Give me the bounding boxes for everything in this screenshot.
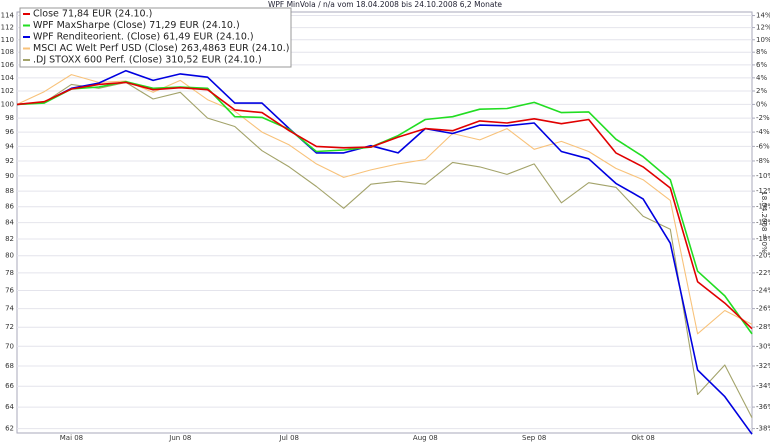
y-tick-label: 70: [5, 342, 14, 350]
y-tick-label: 94: [5, 142, 14, 150]
y2-tick-label: -38%: [756, 425, 770, 433]
y2-tick-label: -14%: [756, 203, 770, 211]
y-tick-label: 90: [5, 172, 14, 180]
y2-tick-label: -22%: [756, 269, 770, 277]
legend-box: [19, 7, 292, 68]
y2-tick-label: -20%: [756, 252, 770, 260]
legend-label: .DJ STOXX 600 Perf. (Close) 310,52 EUR (…: [33, 55, 262, 66]
y-tick-label: 92: [5, 157, 14, 165]
y-tick-label: 86: [5, 203, 14, 211]
y2-tick-label: -18%: [756, 235, 770, 243]
y2-tick-label: 4%: [756, 74, 767, 82]
y2-tick-label: -24%: [756, 287, 770, 295]
series-line: [16, 81, 753, 419]
y2-tick-label: -32%: [756, 362, 770, 370]
x-tick-label: Okt 08: [631, 434, 654, 442]
y2-tick-label: -8%: [756, 157, 770, 165]
chart-title: WPF MinVola / n/a vom 18.04.2008 bis 24.…: [268, 0, 502, 9]
y-tick-label: 88: [5, 187, 14, 195]
y2-tick-label: 12%: [756, 24, 770, 32]
x-tick-label: Mai 08: [60, 434, 83, 442]
y-tick-label: 74: [5, 305, 14, 313]
y-tick-label: 72: [5, 323, 14, 331]
y-tick-label: 82: [5, 235, 14, 243]
y2-tick-label: 6%: [756, 61, 767, 69]
x-tick-label: Jul 08: [278, 434, 299, 442]
y2-tick-label: -30%: [756, 342, 770, 350]
y2-tick-label: 14%: [756, 12, 770, 20]
y-tick-label: 110: [1, 36, 14, 44]
legend-label: MSCI AC Welt Perf USD (Close) 263,4863 E…: [33, 43, 289, 54]
y2-tick-label: -26%: [756, 305, 770, 313]
legend-label: WPF Renditeorient. (Close) 61,49 EUR (24…: [33, 32, 254, 43]
y2-tick-label: -10%: [756, 172, 770, 180]
x-tick-label: Aug 08: [413, 434, 438, 442]
y-tick-label: 78: [5, 269, 14, 277]
y-tick-label: 112: [1, 24, 14, 32]
legend: Close 71,84 EUR (24.10.)WPF MaxSharpe (C…: [19, 7, 292, 68]
y-tick-label: 108: [1, 48, 14, 56]
y2-tick-label: -28%: [756, 323, 770, 331]
y-tick-label: 62: [5, 425, 14, 433]
y-tick-label: 66: [5, 382, 14, 390]
y-tick-label: 114: [1, 12, 15, 20]
series-line: [16, 81, 753, 330]
y2-tick-label: 2%: [756, 87, 767, 95]
y2-tick-label: -2%: [756, 114, 770, 122]
legend-label: WPF MaxSharpe (Close) 71,29 EUR (24.10.): [33, 20, 240, 31]
y-tick-label: 102: [1, 87, 14, 95]
y-tick-label: 96: [5, 128, 14, 136]
series-line: [16, 69, 753, 435]
y-tick-label: 64: [5, 403, 14, 411]
y2-tick-label: -4%: [756, 128, 770, 136]
y2-tick-label: 8%: [756, 48, 767, 56]
legend-label: Close 71,84 EUR (24.10.): [33, 9, 152, 20]
y2-tick-label: 0%: [756, 100, 767, 108]
y2-tick-label: -6%: [756, 142, 770, 150]
y2-tick-label: -12%: [756, 187, 770, 195]
y-tick-label: 80: [5, 252, 14, 260]
y2-tick-label: -16%: [756, 219, 770, 227]
y2-tick-label: -36%: [756, 403, 770, 411]
y-tick-label: 104: [1, 74, 15, 82]
y-tick-label: 76: [5, 287, 14, 295]
x-tick-label: Jun 08: [168, 434, 191, 442]
y-tick-label: 84: [5, 219, 14, 227]
y-tick-label: 100: [1, 100, 14, 108]
x-tick-label: Sep 08: [522, 434, 546, 442]
y2-axis-title: 18.04.2008 = 0%: [760, 191, 768, 253]
y-tick-label: 106: [1, 61, 15, 69]
y2-tick-label: 10%: [756, 36, 770, 44]
y-tick-label: 98: [5, 114, 14, 122]
y2-tick-label: -34%: [756, 382, 770, 390]
y-tick-label: 68: [5, 362, 14, 370]
